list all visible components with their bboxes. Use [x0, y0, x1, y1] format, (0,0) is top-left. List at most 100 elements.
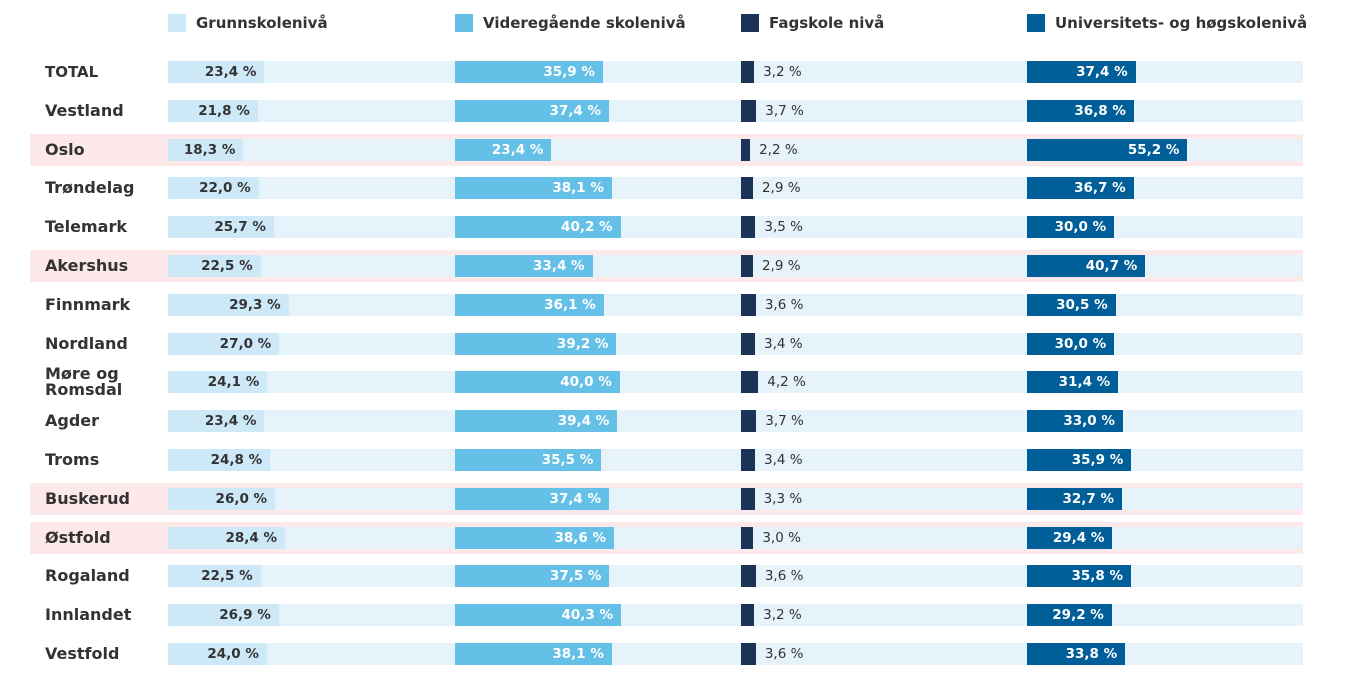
- value-label: 18,3 %: [183, 141, 236, 158]
- bar: [168, 332, 280, 355]
- bar: [168, 410, 265, 433]
- value-label: 3,6 %: [764, 646, 804, 662]
- row-track: [168, 177, 1303, 200]
- bar: [1027, 604, 1112, 627]
- value-label: 33,0 %: [1063, 413, 1115, 430]
- bar: [741, 255, 753, 277]
- value-label: 3,6 %: [764, 568, 804, 585]
- value-label: 2,9 %: [761, 258, 801, 274]
- value-label: 22,0 %: [199, 180, 251, 197]
- bar: [741, 410, 757, 433]
- category-label: Vestfold: [45, 644, 120, 663]
- bar: [455, 293, 604, 316]
- value-label: 33,8 %: [1065, 646, 1118, 662]
- bar: [741, 487, 755, 510]
- value-label: 31,4 %: [1058, 374, 1111, 391]
- bar: [741, 177, 753, 200]
- category-label: Buskerud: [45, 488, 130, 508]
- category-label: Innlandet: [45, 605, 132, 625]
- bar: [168, 371, 268, 394]
- value-label: 35,8 %: [1071, 568, 1123, 585]
- legend-label: Fagskole nivå: [769, 14, 885, 32]
- bar: [168, 487, 276, 510]
- category-label: Finnmark: [45, 294, 131, 314]
- category-label: TOTAL: [45, 63, 99, 81]
- bar: [741, 293, 756, 316]
- bar: [741, 565, 756, 588]
- row-track: [168, 565, 1303, 588]
- value-label: 40,0 %: [560, 374, 612, 391]
- value-label: 3,2 %: [763, 64, 802, 80]
- value-label: 29,2 %: [1052, 607, 1104, 624]
- value-label: 40,2 %: [561, 219, 613, 236]
- bar: [455, 565, 610, 588]
- value-label: 3,7 %: [765, 413, 804, 430]
- row-track: [168, 255, 1303, 277]
- bar: [1027, 410, 1123, 433]
- bar: [1027, 371, 1119, 394]
- bar: [168, 61, 265, 83]
- value-label: 25,7 %: [214, 219, 266, 236]
- value-label: 38,6 %: [554, 529, 606, 546]
- value-label: 35,5 %: [541, 452, 594, 468]
- value-label: 3,5 %: [764, 219, 803, 236]
- legend-label: Grunnskolenivå: [196, 14, 328, 32]
- value-label: 3,4 %: [764, 335, 803, 352]
- row-track: [168, 99, 1303, 122]
- bar: [168, 138, 244, 161]
- value-label: 37,5 %: [549, 568, 602, 585]
- value-label: 23,4 %: [204, 64, 257, 80]
- value-label: 37,4 %: [549, 102, 602, 119]
- legend-swatch: [455, 14, 473, 32]
- value-label: 35,9 %: [543, 64, 595, 80]
- bar: [1027, 449, 1132, 471]
- category-label: Vestland: [45, 100, 124, 120]
- value-label: 28,4 %: [225, 529, 277, 546]
- bar: [1027, 643, 1126, 665]
- bar: [455, 604, 621, 627]
- value-label: 30,0 %: [1054, 219, 1107, 236]
- bar: [455, 177, 612, 200]
- value-label: 37,4 %: [1076, 64, 1128, 80]
- bar: [1027, 526, 1113, 549]
- bar: [741, 99, 757, 122]
- legend-swatch: [1027, 14, 1045, 32]
- bar: [1027, 255, 1146, 277]
- category-label: Oslo: [45, 139, 85, 159]
- category-label: Agder: [45, 411, 100, 431]
- row-track: [168, 332, 1303, 355]
- value-label: 29,4 %: [1052, 529, 1105, 546]
- legend-swatch: [741, 14, 759, 32]
- bar: [741, 332, 755, 355]
- bar: [741, 216, 756, 239]
- row-track: [168, 216, 1303, 239]
- category-label: Møre og Romsdal: [45, 364, 123, 400]
- row-track: [168, 487, 1303, 510]
- value-label: 23,4 %: [491, 141, 544, 158]
- row-track: [168, 138, 1303, 161]
- value-label: 36,7 %: [1074, 180, 1126, 197]
- bar: [455, 332, 617, 355]
- bar: [1027, 565, 1131, 588]
- value-label: 22,5 %: [201, 258, 253, 274]
- value-label: 55,2 %: [1127, 141, 1180, 158]
- bar: [455, 449, 602, 471]
- value-label: 3,3 %: [763, 490, 803, 507]
- bar: [455, 138, 552, 161]
- category-label: Nordland: [45, 333, 128, 353]
- row-track: [168, 643, 1303, 665]
- row-track: [168, 293, 1303, 316]
- bar: [168, 526, 285, 549]
- value-label: 40,3 %: [561, 607, 613, 624]
- bar: [1027, 293, 1116, 316]
- legend-swatch: [168, 14, 186, 32]
- bar: [741, 643, 756, 665]
- value-label: 24,1 %: [207, 374, 260, 391]
- bar: [455, 99, 610, 122]
- category-label: Akershus: [45, 256, 129, 275]
- bar: [168, 565, 261, 588]
- bar: [168, 255, 261, 277]
- value-label: 30,5 %: [1056, 296, 1108, 313]
- bar: [168, 99, 258, 122]
